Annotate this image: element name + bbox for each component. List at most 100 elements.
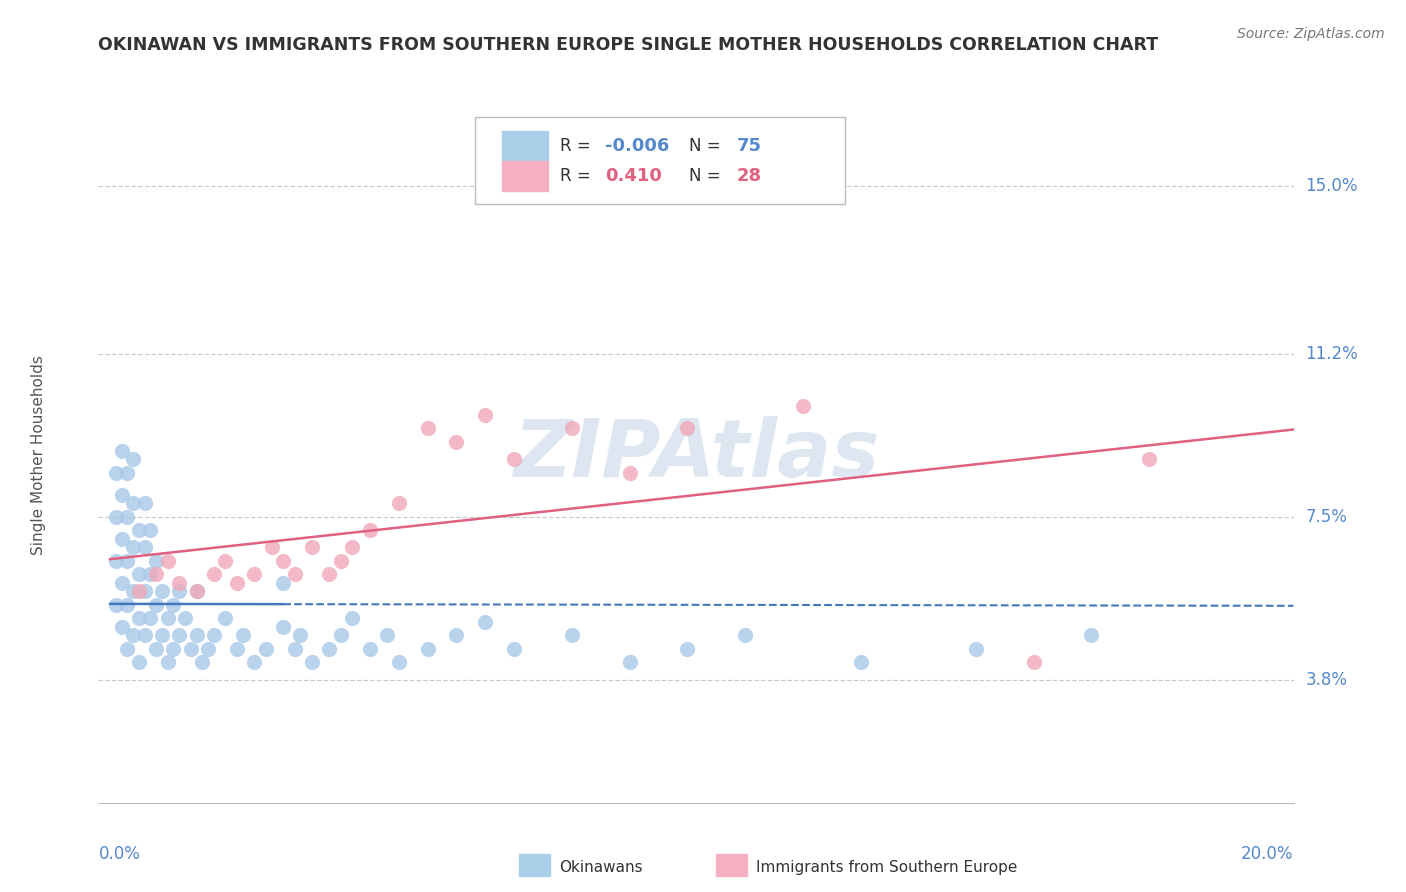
Text: 11.2%: 11.2% <box>1306 344 1358 363</box>
Point <box>128 584 150 599</box>
Point <box>503 641 526 656</box>
Point <box>388 496 411 510</box>
Text: 28: 28 <box>737 167 762 185</box>
Point <box>117 509 139 524</box>
FancyBboxPatch shape <box>502 131 548 161</box>
Point <box>104 598 127 612</box>
Text: N =: N = <box>689 167 725 185</box>
Point <box>1022 655 1045 669</box>
Point <box>167 575 190 590</box>
Point <box>145 641 167 656</box>
Point <box>342 611 364 625</box>
Point <box>117 598 139 612</box>
FancyBboxPatch shape <box>502 161 548 191</box>
Point <box>134 496 156 510</box>
Point <box>162 641 184 656</box>
Point <box>186 628 208 642</box>
Text: OKINAWAN VS IMMIGRANTS FROM SOUTHERN EUROPE SINGLE MOTHER HOUSEHOLDS CORRELATION: OKINAWAN VS IMMIGRANTS FROM SOUTHERN EUR… <box>98 36 1159 54</box>
Text: 7.5%: 7.5% <box>1306 508 1347 525</box>
Point <box>359 523 381 537</box>
Point <box>329 628 352 642</box>
Point <box>134 584 156 599</box>
Point <box>284 566 307 581</box>
Point <box>446 434 468 449</box>
Text: ZIPAtlas: ZIPAtlas <box>513 416 879 494</box>
Point <box>110 620 132 634</box>
Point <box>561 421 583 435</box>
Point <box>271 575 294 590</box>
Point <box>254 641 277 656</box>
Text: 3.8%: 3.8% <box>1306 671 1347 689</box>
Point <box>104 553 127 567</box>
Point <box>134 541 156 555</box>
Point <box>284 641 307 656</box>
Point <box>145 566 167 581</box>
Point <box>375 628 398 642</box>
Text: 0.410: 0.410 <box>605 167 662 185</box>
Point <box>446 628 468 642</box>
Point <box>202 628 225 642</box>
Point <box>110 443 132 458</box>
Point <box>965 641 987 656</box>
Point <box>186 584 208 599</box>
Point <box>117 553 139 567</box>
Point <box>156 553 179 567</box>
Point <box>271 553 294 567</box>
Point <box>150 584 173 599</box>
Point <box>416 641 439 656</box>
Point <box>128 611 150 625</box>
Point <box>191 655 214 669</box>
Point <box>156 655 179 669</box>
Point <box>128 655 150 669</box>
Point <box>145 598 167 612</box>
Point <box>180 641 202 656</box>
Point <box>117 641 139 656</box>
Point <box>561 628 583 642</box>
Text: R =: R = <box>560 137 596 155</box>
Point <box>128 523 150 537</box>
Point <box>503 452 526 467</box>
Point <box>122 628 145 642</box>
Point <box>186 584 208 599</box>
Point <box>128 566 150 581</box>
Point <box>301 655 323 669</box>
Point <box>145 553 167 567</box>
Point <box>734 628 756 642</box>
Point <box>260 541 283 555</box>
Point <box>619 655 641 669</box>
Point <box>1080 628 1102 642</box>
Text: R =: R = <box>560 167 596 185</box>
Point <box>110 487 132 501</box>
Point <box>619 466 641 480</box>
Point <box>226 641 249 656</box>
Text: 15.0%: 15.0% <box>1306 178 1358 195</box>
Point <box>139 523 162 537</box>
Point <box>122 584 145 599</box>
Point <box>342 541 364 555</box>
Text: Immigrants from Southern Europe: Immigrants from Southern Europe <box>756 861 1018 875</box>
Point <box>202 566 225 581</box>
FancyBboxPatch shape <box>475 118 845 204</box>
Point <box>474 409 496 423</box>
Point <box>150 628 173 642</box>
Text: 75: 75 <box>737 137 762 155</box>
Point <box>416 421 439 435</box>
Text: N =: N = <box>689 137 725 155</box>
Point <box>174 611 197 625</box>
Point <box>290 628 312 642</box>
Point <box>232 628 254 642</box>
Point <box>104 466 127 480</box>
Point <box>122 452 145 467</box>
Point <box>318 641 340 656</box>
Point <box>243 566 266 581</box>
Point <box>359 641 381 656</box>
Point <box>197 641 219 656</box>
Point <box>110 532 132 546</box>
Point <box>301 541 323 555</box>
Point <box>388 655 411 669</box>
Text: -0.006: -0.006 <box>605 137 669 155</box>
Point <box>122 541 145 555</box>
Point <box>104 509 127 524</box>
Text: Single Mother Households: Single Mother Households <box>31 355 46 555</box>
Point <box>110 575 132 590</box>
